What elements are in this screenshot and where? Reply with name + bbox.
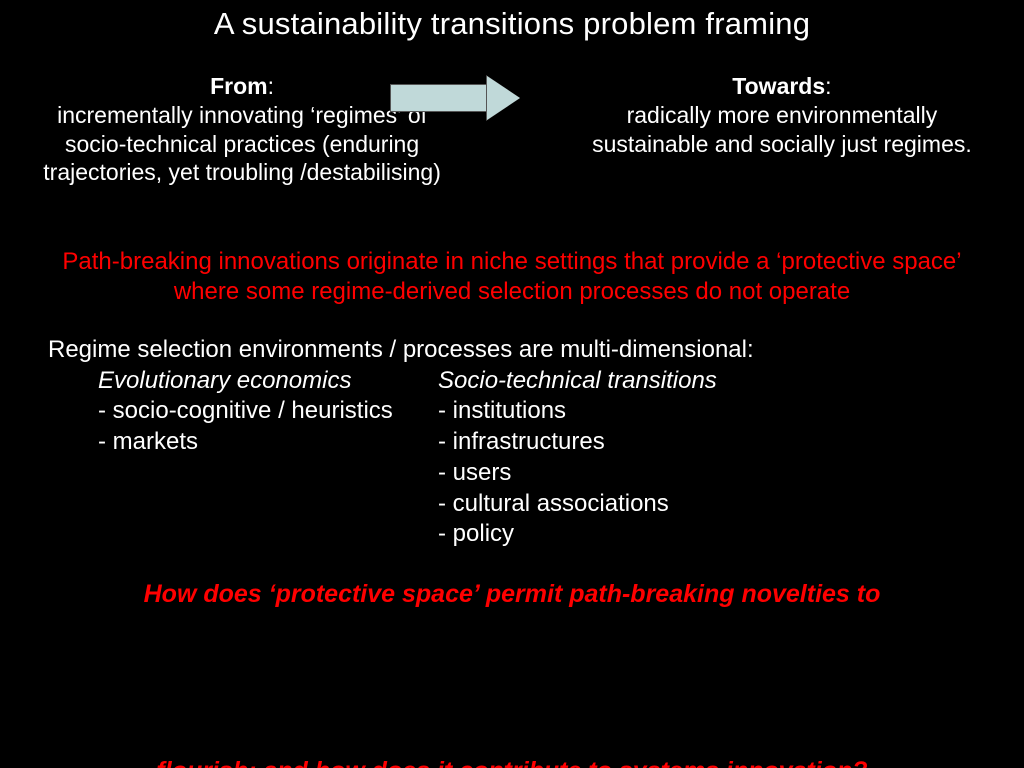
sociotechnical-item-4: - policy [438, 519, 984, 550]
towards-heading: Towards [732, 73, 825, 99]
from-towards-row: From: incrementally innovating ‘regimes’… [0, 42, 1024, 187]
towards-body: radically more environmentally sustainab… [592, 102, 972, 157]
sociotechnical-column: Socio-technical transitions - institutio… [438, 366, 984, 550]
evolutionary-column: Evolutionary economics - socio-cognitive… [98, 366, 438, 550]
sociotechnical-item-2: - users [438, 458, 984, 489]
towards-colon: : [825, 73, 831, 99]
multi-dimensional-block: Regime selection environments / processe… [0, 335, 1024, 550]
sociotechnical-item-0: - institutions [438, 396, 984, 427]
evolutionary-item-1: - markets [98, 427, 438, 458]
from-heading: From [210, 73, 268, 99]
towards-column: Towards: radically more environmentally … [570, 72, 994, 187]
red-paragraph: Path-breaking innovations originate in n… [0, 247, 1024, 307]
sociotechnical-heading: Socio-technical transitions [438, 366, 984, 397]
multi-lead: Regime selection environments / processe… [48, 335, 984, 366]
from-colon: : [268, 73, 274, 99]
slide-title: A sustainability transitions problem fra… [0, 0, 1024, 42]
sociotechnical-item-3: - cultural associations [438, 489, 984, 520]
multi-columns: Evolutionary economics - socio-cognitive… [48, 366, 984, 550]
bottom-cutoff: flourish; and how does it contribute to … [0, 757, 1024, 768]
from-body: incrementally innovating ‘regimes’ of so… [43, 102, 441, 186]
bottom-question: How does ‘protective space’ permit path-… [0, 580, 1024, 609]
slide: A sustainability transitions problem fra… [0, 0, 1024, 768]
arrow-icon [390, 76, 520, 120]
evolutionary-heading: Evolutionary economics [98, 366, 438, 397]
evolutionary-item-0: - socio-cognitive / heuristics [98, 396, 438, 427]
arrow-body [390, 84, 488, 112]
arrow-head [487, 76, 520, 120]
sociotechnical-item-1: - infrastructures [438, 427, 984, 458]
